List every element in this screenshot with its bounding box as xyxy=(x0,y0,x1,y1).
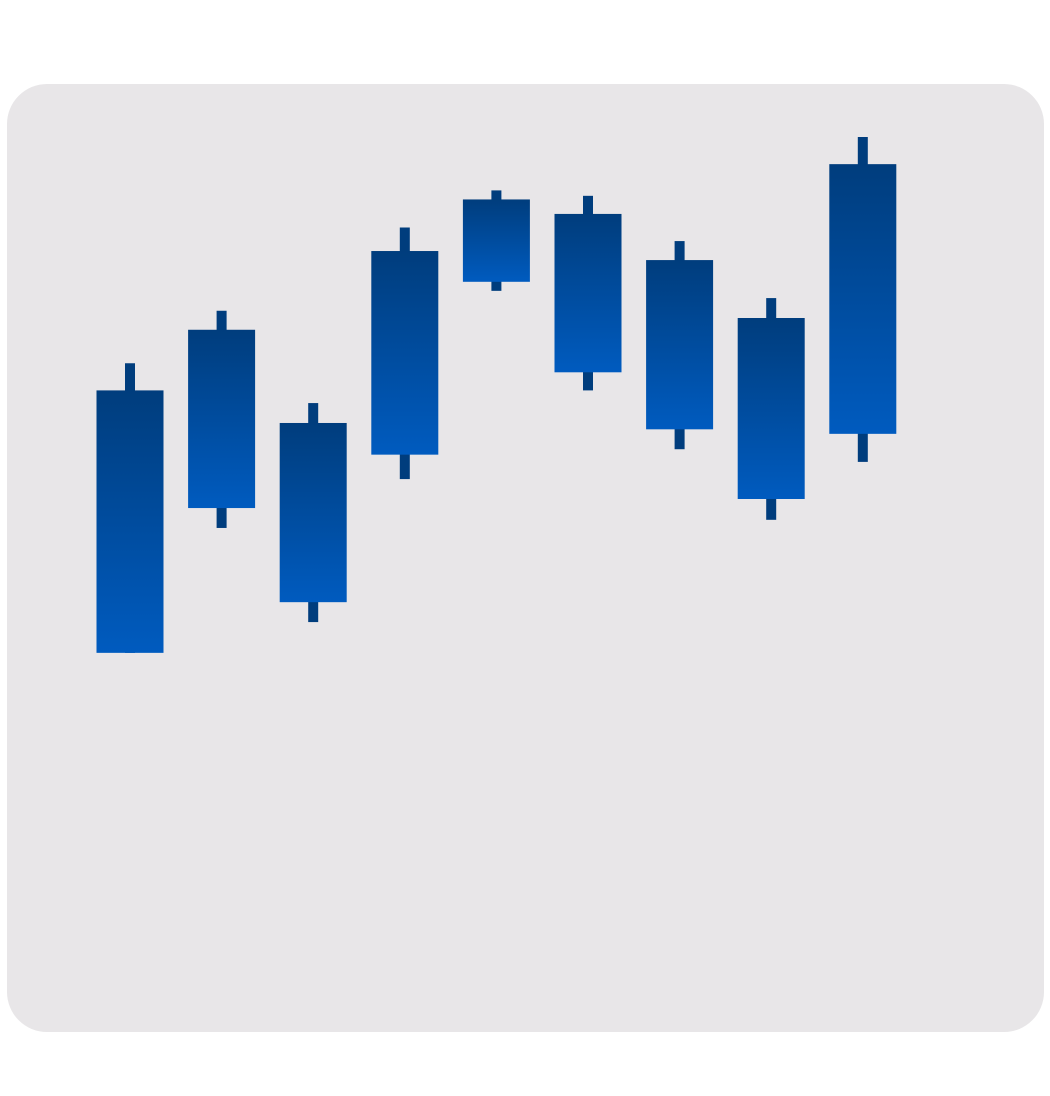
candle-upper-wick xyxy=(216,310,227,331)
candle-upper-wick xyxy=(674,241,685,262)
candle-body xyxy=(188,329,256,509)
candles-layer xyxy=(96,137,897,653)
candle-7 xyxy=(646,241,714,450)
candle-upper-wick xyxy=(857,137,868,166)
candle-body xyxy=(737,318,805,499)
candle-body xyxy=(554,213,622,373)
candle-body xyxy=(371,251,439,455)
candle-5 xyxy=(462,190,530,291)
candle-9 xyxy=(829,137,897,462)
candle-lower-wick xyxy=(766,498,777,520)
candle-1 xyxy=(96,363,164,653)
candle-upper-wick xyxy=(491,190,502,201)
candle-body xyxy=(829,164,897,434)
candle-lower-wick xyxy=(583,371,593,391)
candle-lower-wick xyxy=(491,280,502,291)
candle-4 xyxy=(371,227,439,480)
candle-lower-wick xyxy=(674,428,685,450)
candle-body xyxy=(646,260,714,430)
candle-lower-wick xyxy=(308,601,319,623)
candle-upper-wick xyxy=(125,363,135,392)
candle-body xyxy=(96,390,164,653)
candle-body xyxy=(462,199,530,282)
candle-body xyxy=(279,422,347,603)
candle-upper-wick xyxy=(583,195,593,215)
candle-6 xyxy=(554,195,622,391)
candle-upper-wick xyxy=(308,403,319,424)
candle-upper-wick xyxy=(399,227,410,253)
candle-lower-wick xyxy=(216,507,227,528)
candle-lower-wick xyxy=(399,453,410,480)
candle-lower-wick xyxy=(857,432,868,462)
candle-3 xyxy=(279,403,347,623)
candle-2 xyxy=(188,310,256,528)
candle-upper-wick xyxy=(766,298,777,319)
candle-8 xyxy=(737,298,805,520)
